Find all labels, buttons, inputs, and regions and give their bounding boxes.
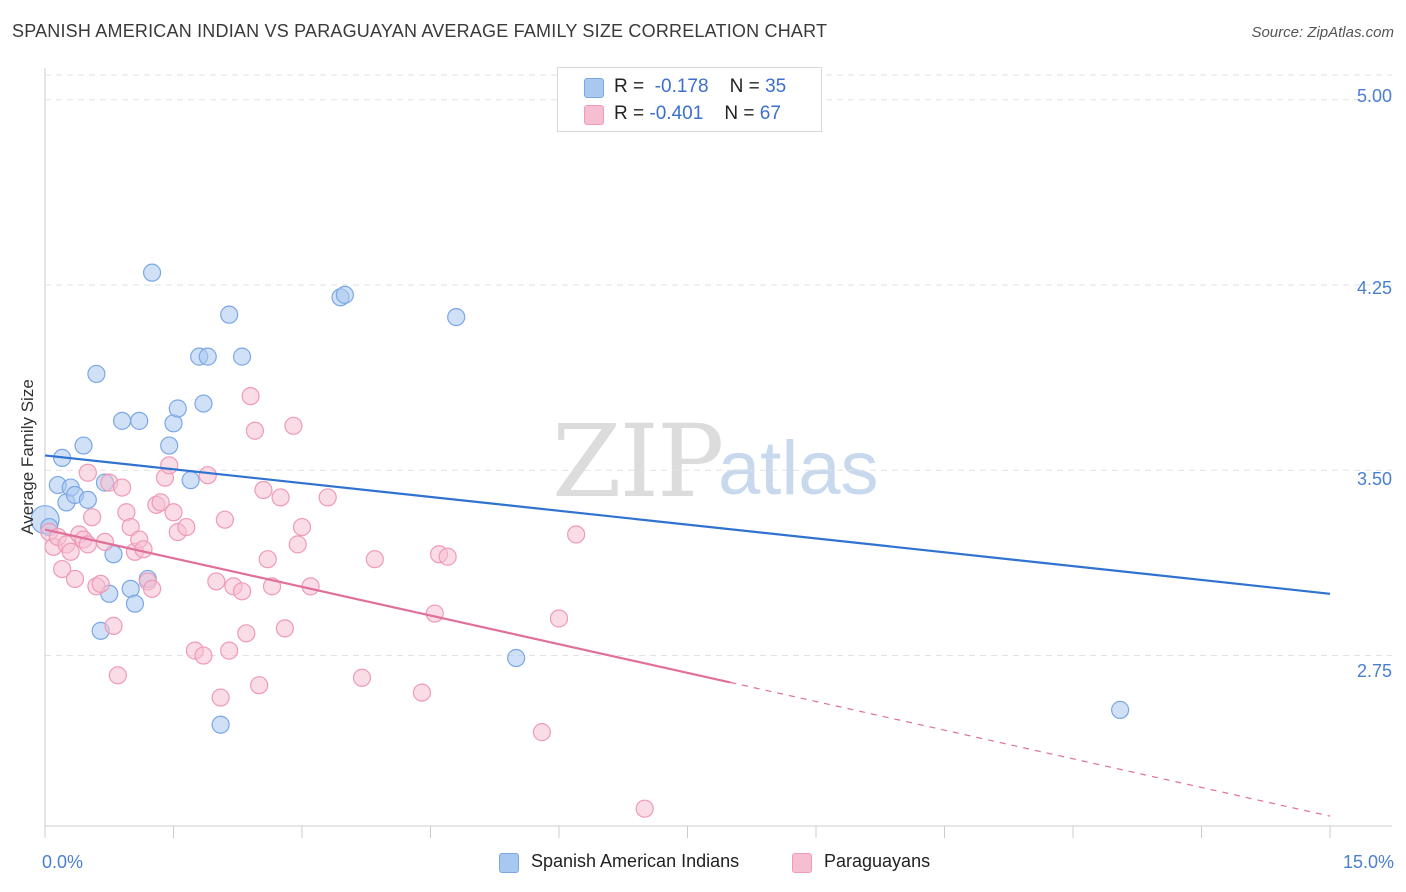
n-label: N = (724, 103, 755, 124)
point-paraguayan (215, 510, 234, 529)
point-paraguayan (61, 542, 80, 561)
point-paraguayan (271, 488, 290, 507)
point-paraguayan (160, 456, 179, 475)
stats-text: R = -0.178 N = 35 (614, 76, 786, 98)
point-paraguayan (151, 493, 170, 512)
point-paraguayan (275, 619, 294, 638)
point-paraguayan (549, 609, 569, 628)
point-paraguayan (177, 517, 196, 537)
point-paraguayan (412, 683, 432, 702)
point-paraguayan (142, 579, 162, 598)
point-paraguayan (121, 517, 140, 537)
y-tick-label-5-00: 5.00 (1356, 86, 1392, 106)
point-paraguayan (65, 569, 85, 589)
point-spanish-american-indian (168, 399, 187, 418)
point-paraguayan (78, 463, 97, 482)
legend-swatch-blue (499, 853, 519, 873)
point-paraguayan (250, 676, 269, 695)
watermark-zip: ZIP (552, 403, 724, 520)
stats-text: R = -0.401 N = 67 (614, 103, 781, 125)
y-tick-label-3-50: 3.50 (1356, 469, 1392, 489)
point-paraguayan (112, 478, 132, 497)
point-paraguayan (532, 723, 551, 742)
point-spanish-american-indian (78, 490, 97, 510)
stats-row-paraguayans: R = -0.401 N = 67 (558, 103, 821, 129)
point-spanish-american-indian (125, 594, 145, 613)
point-paraguayan (352, 668, 372, 687)
point-spanish-american-indian (112, 411, 132, 430)
point-paraguayan (220, 641, 239, 660)
r-value: -0.178 (654, 76, 709, 97)
point-paraguayan (438, 547, 457, 566)
legend-label: Paraguayans (824, 851, 931, 871)
chart-title: SPANISH AMERICAN INDIAN VS PARAGUAYAN AV… (12, 21, 828, 41)
point-paraguayan (241, 387, 260, 406)
point-paraguayan (232, 582, 252, 601)
trend-line-paraguayans (44, 528, 731, 684)
point-spanish-american-indian (507, 648, 526, 668)
trend-line-extension-paraguayans (730, 681, 1331, 817)
legend-label: Spanish American Indians (531, 851, 740, 871)
watermark-atlas: atlas (718, 426, 879, 511)
point-spanish-american-indian (194, 394, 213, 413)
r-value: -0.401 (649, 103, 704, 124)
point-spanish-american-indian (198, 347, 217, 366)
n-value: 35 (765, 76, 787, 97)
point-paraguayan (53, 559, 72, 579)
point-paraguayan (198, 466, 217, 485)
point-spanish-american-indian (335, 285, 354, 304)
point-paraguayan (635, 799, 654, 818)
point-spanish-american-indian (1111, 700, 1130, 719)
stats-swatch-blue (584, 78, 604, 98)
point-paraguayan (83, 508, 102, 527)
source-label: Source: ZipAtlas.com (1251, 24, 1394, 41)
point-spanish-american-indian (181, 471, 200, 490)
point-paraguayan (288, 535, 307, 554)
point-paraguayan (164, 503, 183, 522)
n-value: 67 (759, 103, 781, 124)
y-tick-label-4-25: 4.25 (1356, 278, 1392, 298)
y-tick-label-2-75: 2.75 (1356, 661, 1392, 681)
point-paraguayan (318, 488, 337, 507)
stats-row-spanish-american-indians: R = -0.178 N = 35 (558, 76, 821, 102)
point-spanish-american-indian (87, 364, 106, 384)
legend-swatch-pink (792, 853, 812, 873)
x-tick-label-min: 0.0% (42, 852, 84, 872)
r-label: R = (614, 103, 645, 124)
y-axis-label: Average Family Size (18, 379, 37, 535)
point-paraguayan (207, 572, 226, 591)
point-paraguayan (237, 624, 256, 643)
point-spanish-american-indian (211, 715, 230, 734)
point-paraguayan (254, 480, 273, 500)
stats-swatch-pink (584, 105, 604, 125)
point-spanish-american-indian (160, 436, 179, 455)
point-paraguayan (258, 550, 277, 569)
point-spanish-american-indian (447, 307, 466, 327)
point-paraguayan (292, 517, 312, 537)
point-paraguayan (284, 416, 303, 435)
point-paraguayan (104, 616, 123, 635)
point-paraguayan (211, 688, 230, 707)
trend-line-spanish-american-indians (44, 454, 1331, 595)
point-spanish-american-indian (142, 263, 162, 282)
point-paraguayan (567, 525, 586, 544)
point-paraguayan (245, 421, 264, 440)
point-paraguayan (108, 666, 127, 685)
x-tick-label-max: 15.0% (1342, 852, 1394, 872)
point-spanish-american-indian (232, 347, 252, 366)
point-paraguayan (365, 550, 384, 569)
point-spanish-american-indian (130, 411, 149, 430)
stats-box: R = -0.178 N = 35 R = -0.401 N = 67 (557, 67, 822, 132)
n-label: N = (729, 76, 760, 97)
r-label: R = (614, 76, 645, 97)
point-spanish-american-indian (74, 436, 93, 455)
point-paraguayan (194, 646, 213, 665)
point-spanish-american-indian (220, 305, 239, 324)
point-paraguayan (91, 574, 110, 594)
point-paraguayan (425, 604, 444, 623)
